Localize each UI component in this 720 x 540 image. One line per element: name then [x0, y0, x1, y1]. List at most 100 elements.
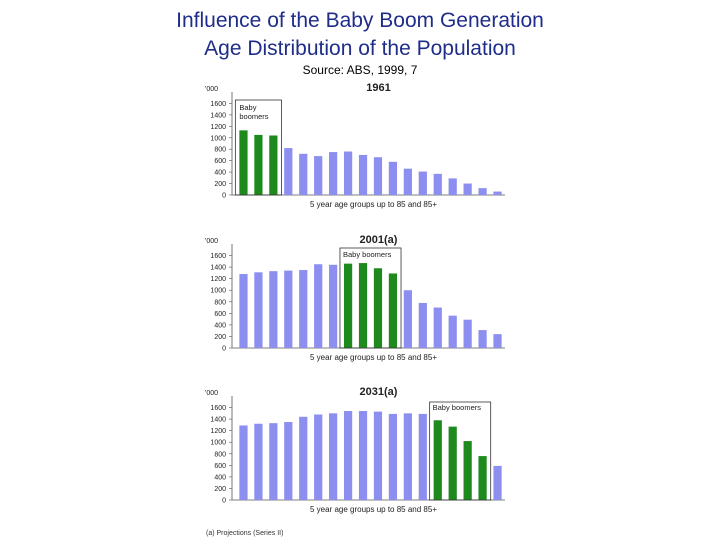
y-unit-label: '000	[205, 86, 218, 93]
y-tick-label: 1600	[210, 405, 226, 412]
y-tick-label: 200	[214, 486, 226, 493]
bar	[254, 423, 263, 500]
chart-2001: 2001(a) '000 0 200 400 600 800 1000 1200 1400 1600…	[205, 234, 505, 362]
callout-label: Baby boomers	[343, 250, 392, 259]
bar	[493, 334, 502, 348]
bar	[284, 148, 293, 195]
bar	[373, 157, 383, 195]
y-tick-label: 0	[222, 346, 226, 353]
y-tick-label: 600	[214, 158, 226, 165]
y-tick-label: 1600	[210, 101, 226, 108]
bar	[314, 414, 323, 500]
y-unit-label: '000	[205, 390, 218, 397]
y-tick-label: 1400	[210, 417, 226, 424]
source-note: Source: ABS, 1999, 7	[302, 63, 418, 77]
bar	[329, 264, 338, 348]
bar	[418, 171, 427, 195]
bar	[493, 465, 502, 500]
y-tick-label: 800	[214, 147, 226, 154]
bar	[373, 411, 383, 500]
bar	[463, 183, 472, 195]
x-axis-label: 5 year age groups up to 85 and 85+	[310, 353, 437, 362]
y-tick-label: 400	[214, 322, 226, 329]
bar	[403, 290, 412, 348]
y-tick-label: 1200	[210, 124, 226, 131]
y-tick-label: 1000	[210, 135, 226, 142]
bar	[284, 422, 293, 500]
bar-boomer	[254, 134, 263, 195]
y-tick-label: 1400	[210, 265, 226, 272]
bar	[239, 274, 248, 348]
bar-boomer	[343, 263, 353, 348]
title-line-1: Influence of the Baby Boom Generation	[176, 9, 544, 32]
bar	[448, 178, 457, 195]
y-tick-label: 800	[214, 451, 226, 458]
bar	[299, 416, 308, 500]
bar-boomer	[448, 426, 457, 500]
bar	[269, 423, 278, 500]
bar	[463, 319, 472, 348]
bar	[433, 173, 442, 195]
bar	[314, 156, 323, 195]
y-tick-label: 1600	[210, 253, 226, 260]
bar-boomer	[433, 420, 442, 500]
bar	[403, 168, 412, 195]
chart-title: 1961	[366, 82, 390, 94]
chart-title: 2031(a)	[360, 386, 398, 398]
bar	[343, 411, 353, 500]
bar-boomer	[388, 273, 398, 348]
bar	[493, 191, 502, 195]
y-tick-label: 800	[214, 299, 226, 306]
y-tick-label: 400	[214, 474, 226, 481]
bar	[418, 302, 427, 348]
bar	[388, 161, 398, 195]
bar-boomer	[269, 135, 278, 195]
chart-title: 2001(a)	[360, 234, 398, 246]
bar-boomer	[478, 456, 487, 500]
y-tick-label: 1400	[210, 112, 226, 119]
y-tick-label: 200	[214, 334, 226, 341]
bar	[403, 413, 412, 500]
bar	[358, 154, 368, 195]
y-tick-label: 1000	[210, 440, 226, 447]
y-tick-label: 1000	[210, 288, 226, 295]
chart-2031: 2031(a) '000 0 200 400 600 800 1000 1200 1400 1600…	[205, 386, 505, 514]
callout-label: Baby	[239, 103, 256, 112]
bar	[239, 425, 248, 500]
bar	[358, 411, 368, 500]
bar-boomer	[358, 263, 368, 348]
bar	[314, 264, 323, 348]
y-unit-label: '000	[205, 238, 218, 245]
bar-boomer	[463, 441, 472, 500]
bar	[329, 152, 338, 195]
y-tick-label: 1200	[210, 428, 226, 435]
bar-boomer	[239, 130, 248, 195]
y-tick-label: 0	[222, 498, 226, 505]
bar	[433, 307, 442, 348]
y-tick-label: 0	[222, 193, 226, 200]
y-tick-label: 1200	[210, 276, 226, 283]
bar	[388, 413, 398, 500]
x-axis-label: 5 year age groups up to 85 and 85+	[310, 200, 437, 209]
bar	[418, 413, 427, 500]
y-tick-label: 400	[214, 170, 226, 177]
callout-box	[339, 247, 402, 349]
bar	[343, 151, 353, 195]
bar	[478, 330, 487, 348]
bar	[299, 153, 308, 195]
bar	[478, 188, 487, 195]
bar-boomer	[373, 268, 383, 348]
y-tick-label: 600	[214, 311, 226, 318]
footnote: (a) Projections (Series II)	[206, 530, 284, 537]
bar	[269, 271, 278, 348]
bar	[299, 270, 308, 348]
chart-1961: 1961 '000 0 200 400 600 800 1000 1200 1400 1600 5 y…	[205, 82, 505, 209]
bar	[329, 413, 338, 500]
callout-box	[234, 99, 282, 196]
x-axis-label: 5 year age groups up to 85 and 85+	[310, 505, 437, 514]
title-line-2: Age Distribution of the Population	[204, 37, 516, 60]
bar	[284, 270, 293, 348]
bar	[254, 272, 263, 348]
callout-label: boomers	[239, 112, 268, 121]
bar	[448, 315, 457, 348]
